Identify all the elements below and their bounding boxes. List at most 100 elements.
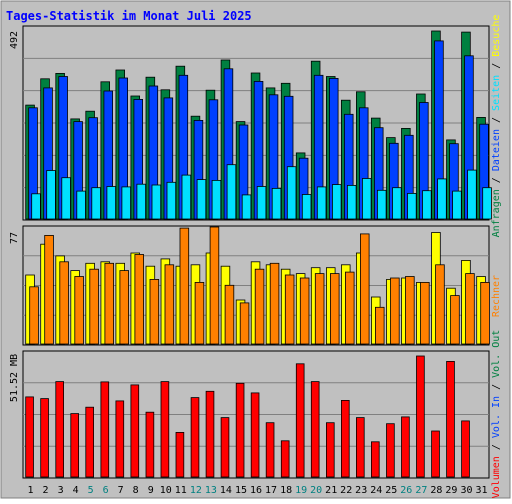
bar-rechner-day-11 bbox=[179, 227, 190, 345]
bar-rechner-day-28 bbox=[435, 264, 445, 345]
bar-seiten-day-2 bbox=[46, 170, 56, 220]
legend-top: Anfragen / Dateien / Seiten / Besuche bbox=[491, 15, 502, 238]
day-label-13: 13 bbox=[205, 485, 217, 496]
bar-volumen-day-2 bbox=[40, 398, 49, 478]
legend-seiten: Seiten bbox=[491, 75, 502, 111]
day-label-2: 2 bbox=[42, 485, 48, 496]
day-label-24: 24 bbox=[370, 485, 382, 496]
chart-title: Tages-Statistik im Monat Juli 2025 bbox=[6, 9, 252, 23]
bar-rechner-day-6 bbox=[104, 262, 115, 345]
bar-volumen-day-8 bbox=[130, 384, 140, 478]
bar-rechner-day-29 bbox=[450, 295, 460, 345]
day-label-8: 8 bbox=[133, 485, 139, 496]
day-label-22: 22 bbox=[340, 485, 352, 496]
bar-seiten-day-21 bbox=[331, 184, 342, 220]
bar-volumen-day-23 bbox=[355, 417, 365, 478]
day-label-10: 10 bbox=[160, 485, 172, 496]
bar-rechner-day-3 bbox=[59, 261, 69, 345]
bar-rechner-day-21 bbox=[329, 273, 340, 345]
legend-vol-out: Vol. Out bbox=[491, 330, 502, 378]
bar-seiten-day-19 bbox=[301, 194, 312, 220]
day-label-17: 17 bbox=[265, 485, 277, 496]
bar-volumen-day-25 bbox=[386, 423, 395, 478]
day-label-14: 14 bbox=[220, 485, 232, 496]
bar-rechner-day-7 bbox=[119, 270, 130, 345]
legend-bottom: Volumen / Vol. In / Vol. Out bbox=[491, 330, 502, 499]
bar-seiten-day-7 bbox=[121, 186, 132, 220]
bar-seiten-day-8 bbox=[136, 183, 146, 220]
bar-rechner-day-22 bbox=[344, 271, 355, 345]
bar-rechner-day-4 bbox=[74, 276, 84, 345]
bar-volumen-day-17 bbox=[265, 422, 275, 478]
bar-seiten-day-11 bbox=[181, 174, 192, 220]
bar-seiten-day-27 bbox=[422, 190, 432, 220]
bar-volumen-day-26 bbox=[401, 416, 410, 478]
bar-rechner-day-1 bbox=[29, 286, 39, 345]
day-label-20: 20 bbox=[310, 485, 322, 496]
bar-volumen-day-28 bbox=[431, 430, 440, 478]
day-label-25: 25 bbox=[385, 485, 397, 496]
day-label-4: 4 bbox=[73, 485, 79, 496]
bar-seiten-day-10 bbox=[166, 181, 177, 220]
bar-volumen-day-29 bbox=[446, 360, 455, 478]
bar-seiten-day-12 bbox=[196, 179, 207, 220]
day-label-18: 18 bbox=[280, 485, 292, 496]
bar-rechner-day-16 bbox=[254, 268, 265, 345]
top-axis-max-label: 492 bbox=[9, 31, 20, 49]
legend-top-separator: / bbox=[491, 171, 502, 189]
bar-volumen-day-27 bbox=[416, 355, 425, 478]
bar-rechner-day-20 bbox=[314, 273, 325, 345]
day-label-6: 6 bbox=[103, 485, 109, 496]
legend-besuche: Besuche bbox=[491, 15, 502, 57]
bar-seiten-day-22 bbox=[346, 184, 357, 220]
bar-seiten-day-29 bbox=[452, 190, 462, 220]
bar-volumen-day-13 bbox=[205, 390, 215, 478]
bar-seiten-day-31 bbox=[482, 187, 492, 220]
bar-volumen-day-11 bbox=[175, 431, 185, 478]
day-label-5: 5 bbox=[88, 485, 94, 496]
bar-rechner-day-26 bbox=[405, 276, 415, 345]
bar-volumen-day-30 bbox=[461, 420, 470, 478]
bar-volumen-day-19 bbox=[295, 363, 305, 478]
bar-rechner-day-24 bbox=[374, 306, 385, 345]
legend-vol-in: Vol. In bbox=[491, 396, 502, 438]
legend-bottom-separator: / bbox=[491, 378, 502, 396]
bottom-axis-max-label: 51.52 MB bbox=[9, 354, 20, 402]
bar-rechner-day-31 bbox=[480, 281, 490, 345]
bar-volumen-day-6 bbox=[100, 381, 110, 478]
bar-volumen-day-3 bbox=[55, 381, 64, 478]
bar-volumen-day-10 bbox=[160, 381, 170, 478]
bar-volumen-day-7 bbox=[115, 400, 125, 478]
bar-seiten-day-17 bbox=[271, 187, 282, 220]
bar-rechner-day-18 bbox=[284, 274, 295, 345]
day-label-23: 23 bbox=[355, 485, 367, 496]
bar-volumen-day-21 bbox=[325, 422, 335, 478]
bar-seiten-day-23 bbox=[361, 178, 372, 220]
bar-volumen-day-12 bbox=[190, 397, 200, 478]
day-label-21: 21 bbox=[325, 485, 337, 496]
day-label-31: 31 bbox=[475, 485, 487, 496]
day-label-29: 29 bbox=[445, 485, 457, 496]
bar-seiten-day-13 bbox=[211, 179, 222, 220]
bar-rechner-day-14 bbox=[224, 284, 235, 345]
legend-volumen: Volumen bbox=[491, 456, 502, 498]
bar-volumen-day-9 bbox=[145, 411, 155, 478]
bar-seiten-day-9 bbox=[151, 184, 162, 220]
legend-rechner: Rechner bbox=[491, 275, 502, 317]
legend-top-separator: / bbox=[491, 57, 502, 75]
bar-rechner-day-12 bbox=[194, 281, 205, 345]
day-label-3: 3 bbox=[58, 485, 64, 496]
bar-seiten-day-15 bbox=[241, 194, 252, 220]
bar-seiten-day-5 bbox=[91, 187, 101, 220]
bar-volumen-day-14 bbox=[220, 417, 230, 478]
middle-axis-max-label: 77 bbox=[9, 232, 20, 244]
legend-bottom-separator: / bbox=[491, 438, 502, 456]
bar-seiten-day-3 bbox=[61, 177, 71, 220]
bar-rechner-day-5 bbox=[89, 268, 99, 345]
bar-volumen-day-18 bbox=[280, 440, 290, 478]
bar-volumen-day-15 bbox=[235, 382, 245, 478]
legend-anfragen: Anfragen bbox=[491, 189, 502, 237]
bar-rechner-day-25 bbox=[390, 277, 400, 345]
